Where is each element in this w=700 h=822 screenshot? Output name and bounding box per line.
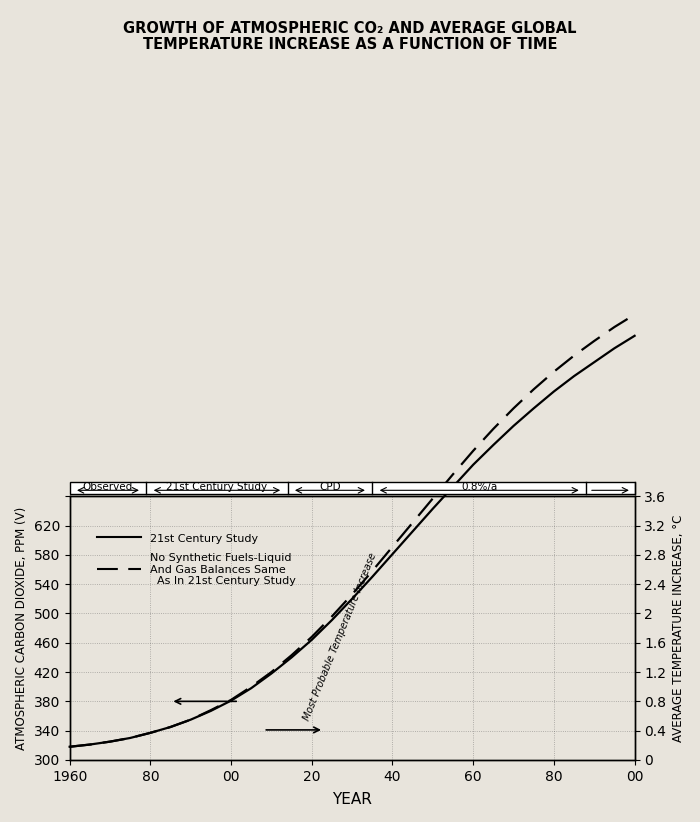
Y-axis label: ATMOSPHERIC CARBON DIOXIDE, PPM (V): ATMOSPHERIC CARBON DIOXIDE, PPM (V) <box>15 506 28 750</box>
Text: GROWTH OF ATMOSPHERIC CO₂ AND AVERAGE GLOBAL: GROWTH OF ATMOSPHERIC CO₂ AND AVERAGE GL… <box>123 21 577 35</box>
FancyBboxPatch shape <box>70 483 635 494</box>
Text: Most Probable Temperature Increase: Most Probable Temperature Increase <box>302 552 378 723</box>
Text: 21st Century Study: 21st Century Study <box>167 482 267 492</box>
Y-axis label: AVERAGE TEMPERATURE INCREASE, °C: AVERAGE TEMPERATURE INCREASE, °C <box>672 515 685 741</box>
Text: Observed: Observed <box>83 482 133 492</box>
Text: CPD: CPD <box>319 482 341 492</box>
Text: TEMPERATURE INCREASE AS A FUNCTION OF TIME: TEMPERATURE INCREASE AS A FUNCTION OF TI… <box>143 37 557 52</box>
Legend: 21st Century Study, No Synthetic Fuels-Liquid
And Gas Balances Same
  As In 21st: 21st Century Study, No Synthetic Fuels-L… <box>92 529 300 590</box>
X-axis label: YEAR: YEAR <box>332 792 372 807</box>
Text: 0.8%/a: 0.8%/a <box>461 482 498 492</box>
